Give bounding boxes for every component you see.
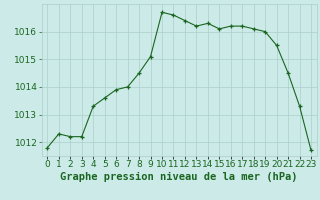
X-axis label: Graphe pression niveau de la mer (hPa): Graphe pression niveau de la mer (hPa) [60,172,298,182]
